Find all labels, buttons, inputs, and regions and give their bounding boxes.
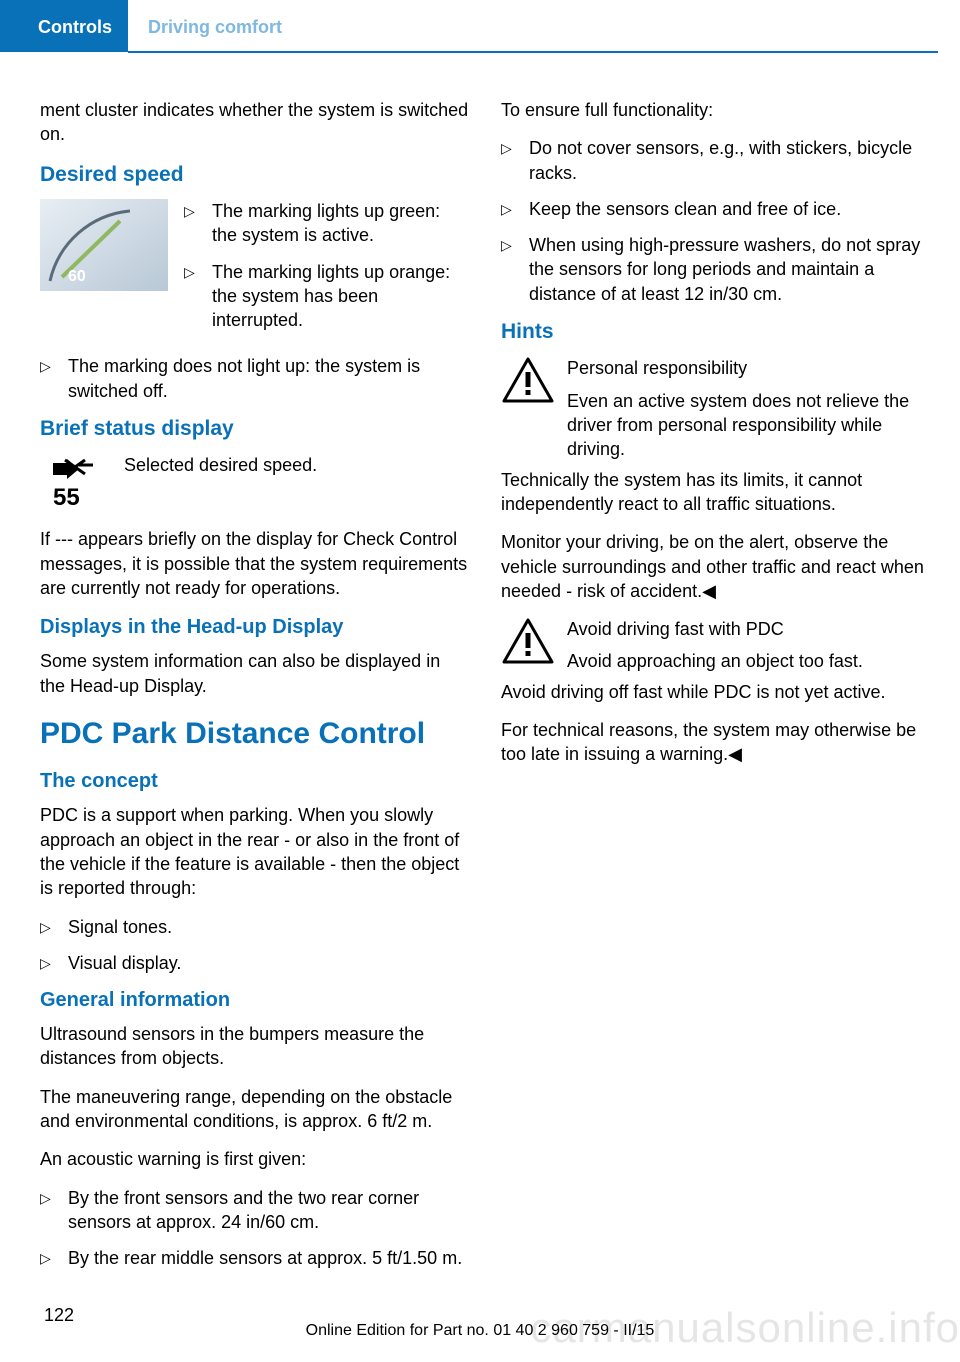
speedo-number: 60 (68, 268, 86, 285)
header-subsection-label: Driving comfort (148, 17, 282, 38)
warning-title: Personal responsibility (567, 356, 930, 380)
heading-hints: Hints (501, 318, 930, 346)
heading-general-info: General information (40, 987, 469, 1014)
intro-paragraph: ment cluster indicates whether the syste… (40, 98, 469, 147)
bullet-text: By the rear middle sensors at approx. 5 … (68, 1246, 469, 1270)
page-content: ment cluster indicates whether the syste… (40, 98, 930, 1282)
triangle-bullet-icon: ▷ (501, 136, 529, 158)
bullet-item: ▷ The marking lights up green: the syste… (184, 199, 469, 248)
bullet-text: The marking lights up green: the system … (212, 199, 469, 248)
bullet-item: ▷ By the rear middle sensors at approx. … (40, 1246, 469, 1270)
desired-speed-block: 60 ▷ The marking lights up green: the sy… (40, 199, 469, 344)
warning-paragraph: Technically the system has its limits, i… (501, 468, 930, 517)
heading-brief-status: Brief status display (40, 415, 469, 443)
bullet-text: Keep the sensors clean and free of ice. (529, 197, 930, 221)
bullet-item: ▷ The marking lights up or­ange: the sys… (184, 260, 469, 333)
bullet-item: ▷ When using high-pressure washers, do n… (501, 233, 930, 306)
warning-text: Even an active system does not relieve t… (567, 389, 930, 462)
triangle-bullet-icon: ▷ (184, 260, 212, 282)
warning-text: Avoid approaching an object too fast. (567, 649, 930, 673)
heading-pdc: PDC Park Distance Control (40, 714, 469, 755)
bullet-text: The marking lights up or­ange: the syste… (212, 260, 469, 333)
bullet-item: ▷ Signal tones. (40, 915, 469, 939)
warning-title: Avoid driving fast with PDC (567, 617, 930, 641)
speedometer-image: 60 (40, 199, 168, 291)
watermark-text: carmanualsonline.info (530, 1304, 960, 1352)
warning-icon (501, 617, 557, 667)
triangle-bullet-icon: ▷ (40, 354, 68, 376)
acoustic-intro: An acoustic warning is first given: (40, 1147, 469, 1171)
triangle-bullet-icon: ▷ (501, 233, 529, 255)
brief-status-paragraph: If --- appears briefly on the display fo… (40, 527, 469, 600)
ensure-intro: To ensure full functionality: (501, 98, 930, 122)
triangle-bullet-icon: ▷ (40, 1186, 68, 1208)
triangle-bullet-icon: ▷ (501, 197, 529, 219)
warning-block-1: Personal responsibility Even an active s… (501, 356, 930, 461)
warning-paragraph: Monitor your driving, be on the alert, o… (501, 530, 930, 603)
bullet-text: The marking does not light up: the syste… (68, 354, 469, 403)
heading-concept: The concept (40, 768, 469, 795)
hud-paragraph: Some system information can also be dis­… (40, 649, 469, 698)
warning-icon (501, 356, 557, 406)
bullet-item: ▷ Visual display. (40, 951, 469, 975)
triangle-bullet-icon: ▷ (184, 199, 212, 221)
brief-status-text: Selected desired speed. (124, 453, 469, 477)
header-decoration (0, 0, 960, 54)
triangle-bullet-icon: ▷ (40, 951, 68, 973)
bullet-text: Visual display. (68, 951, 469, 975)
heading-desired-speed: Desired speed (40, 161, 469, 189)
concept-paragraph: PDC is a support when parking. When you … (40, 803, 469, 900)
general-paragraph-1: Ultrasound sensors in the bumpers measur… (40, 1022, 469, 1071)
bullet-text: When using high-pressure washers, do not… (529, 233, 930, 306)
warning-block-2: Avoid driving fast with PDC Avoid approa… (501, 617, 930, 674)
general-paragraph-2: The maneuvering range, depending on the … (40, 1085, 469, 1134)
bullet-text: Do not cover sensors, e.g., with sticker… (529, 136, 930, 185)
bullet-text: By the front sensors and the two rear co… (68, 1186, 469, 1235)
triangle-bullet-icon: ▷ (40, 1246, 68, 1268)
bullet-text: Signal tones. (68, 915, 469, 939)
status-display-icon: 55 (40, 453, 110, 513)
svg-text:55: 55 (53, 484, 80, 511)
bullet-item: ▷ The marking does not light up: the sys… (40, 354, 469, 403)
warning-paragraph: For technical reasons, the system may ot… (501, 718, 930, 767)
bullet-item: ▷ Keep the sensors clean and free of ice… (501, 197, 930, 221)
heading-hud: Displays in the Head-up Display (40, 614, 469, 641)
warning-paragraph: Avoid driving off fast while PDC is not … (501, 680, 930, 704)
header-section-label: Controls (38, 17, 112, 38)
triangle-bullet-icon: ▷ (40, 915, 68, 937)
brief-status-block: 55 Selected desired speed. (40, 453, 469, 513)
bullet-item: ▷ By the front sensors and the two rear … (40, 1186, 469, 1235)
bullet-item: ▷ Do not cover sensors, e.g., with stick… (501, 136, 930, 185)
